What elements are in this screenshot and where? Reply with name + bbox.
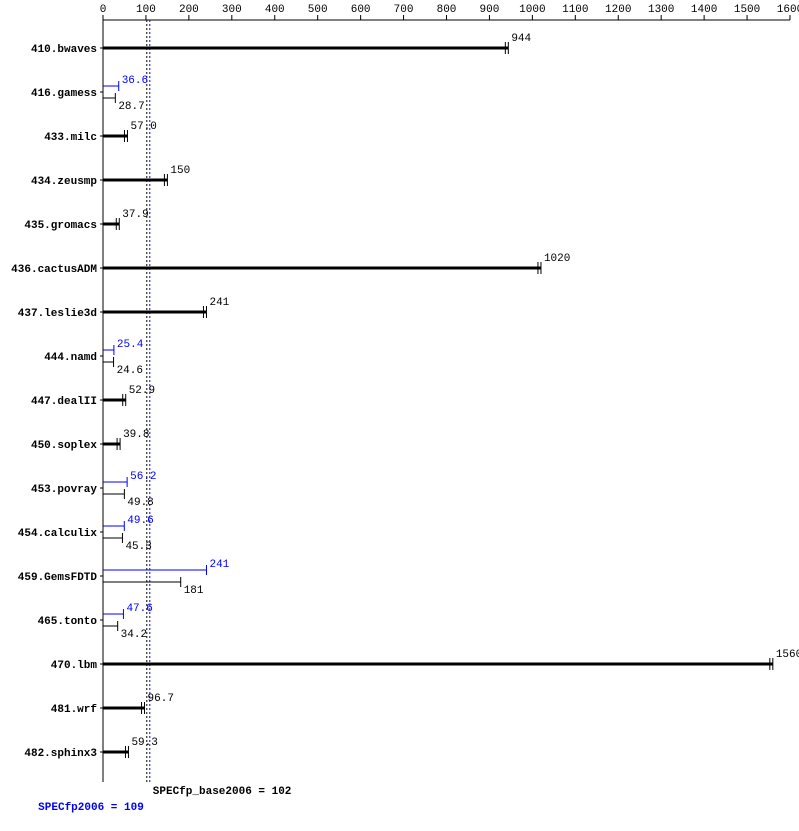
value-label-peak: 47.6 [126,603,152,615]
value-label-peak: 36.6 [122,75,148,87]
benchmark-label: 470.lbm [51,660,98,672]
axis-tick-label: 500 [308,4,328,16]
value-label-base: 181 [184,585,204,597]
benchmark-label: 433.milc [44,132,97,144]
axis-tick-label: 100 [136,4,156,16]
benchmark-label: 437.leslie3d [18,308,97,320]
value-label-base: 96.7 [148,693,174,705]
axis-tick-label: 1100 [562,4,588,16]
value-label-peak: 56.2 [130,471,156,483]
axis-tick-label: 1400 [691,4,717,16]
benchmark-label: 447.dealII [31,396,97,408]
benchmark-label: 410.bwaves [31,44,97,56]
value-label-base: 59.3 [131,737,157,749]
axis-tick-label: 900 [480,4,500,16]
value-label-base: 45.3 [125,541,151,553]
benchmark-label: 435.gromacs [24,220,97,232]
benchmark-label: 444.namd [44,352,97,364]
axis-tick-label: 1600 [777,4,799,16]
axis-tick-label: 0 [100,4,107,16]
value-label-base: 1020 [544,253,570,265]
benchmark-label: 482.sphinx3 [24,748,97,760]
axis-tick-label: 1200 [605,4,631,16]
value-label-base: 57.0 [130,121,156,133]
value-label-base: 28.7 [118,101,144,113]
reference-label-base: SPECfp_base2006 = 102 [153,786,292,798]
value-label-base: 52.9 [129,385,155,397]
benchmark-label: 450.soplex [31,440,97,452]
value-label-peak: 49.6 [127,515,153,527]
axis-tick-label: 1500 [734,4,760,16]
value-label-base: 150 [170,165,190,177]
value-label-base: 1560 [776,649,799,661]
axis-tick-label: 1000 [519,4,545,16]
reference-label-peak: SPECfp2006 = 109 [38,802,144,814]
benchmark-label: 436.cactusADM [11,264,97,276]
benchmark-label: 459.GemsFDTD [18,572,98,584]
axis-tick-label: 200 [179,4,199,16]
spec-chart: 0 100 200 300 400 500 600 700 800 900 1000 1100 1200… [0,0,799,831]
value-label-base: 24.6 [117,365,143,377]
value-label-base: 39.8 [123,429,149,441]
benchmark-label: 454.calculix [18,528,98,540]
value-label-base: 49.8 [127,497,153,509]
axis-tick-label: 800 [437,4,457,16]
value-label-base: 944 [511,33,531,45]
axis-tick-label: 400 [265,4,285,16]
benchmark-label: 453.povray [31,484,97,496]
value-label-base: 37.9 [122,209,148,221]
axis-tick-label: 600 [351,4,371,16]
axis-tick-label: 700 [394,4,414,16]
value-label-peak: 25.4 [117,339,144,351]
value-label-base: 34.2 [121,629,147,641]
value-label-base: 241 [209,297,229,309]
axis-tick-label: 1300 [648,4,674,16]
benchmark-label: 416.gamess [31,88,97,100]
benchmark-label: 481.wrf [51,704,98,716]
benchmark-label: 465.tonto [38,616,98,628]
value-label-peak: 241 [209,559,229,571]
benchmark-label: 434.zeusmp [31,176,97,188]
axis-tick-label: 300 [222,4,242,16]
